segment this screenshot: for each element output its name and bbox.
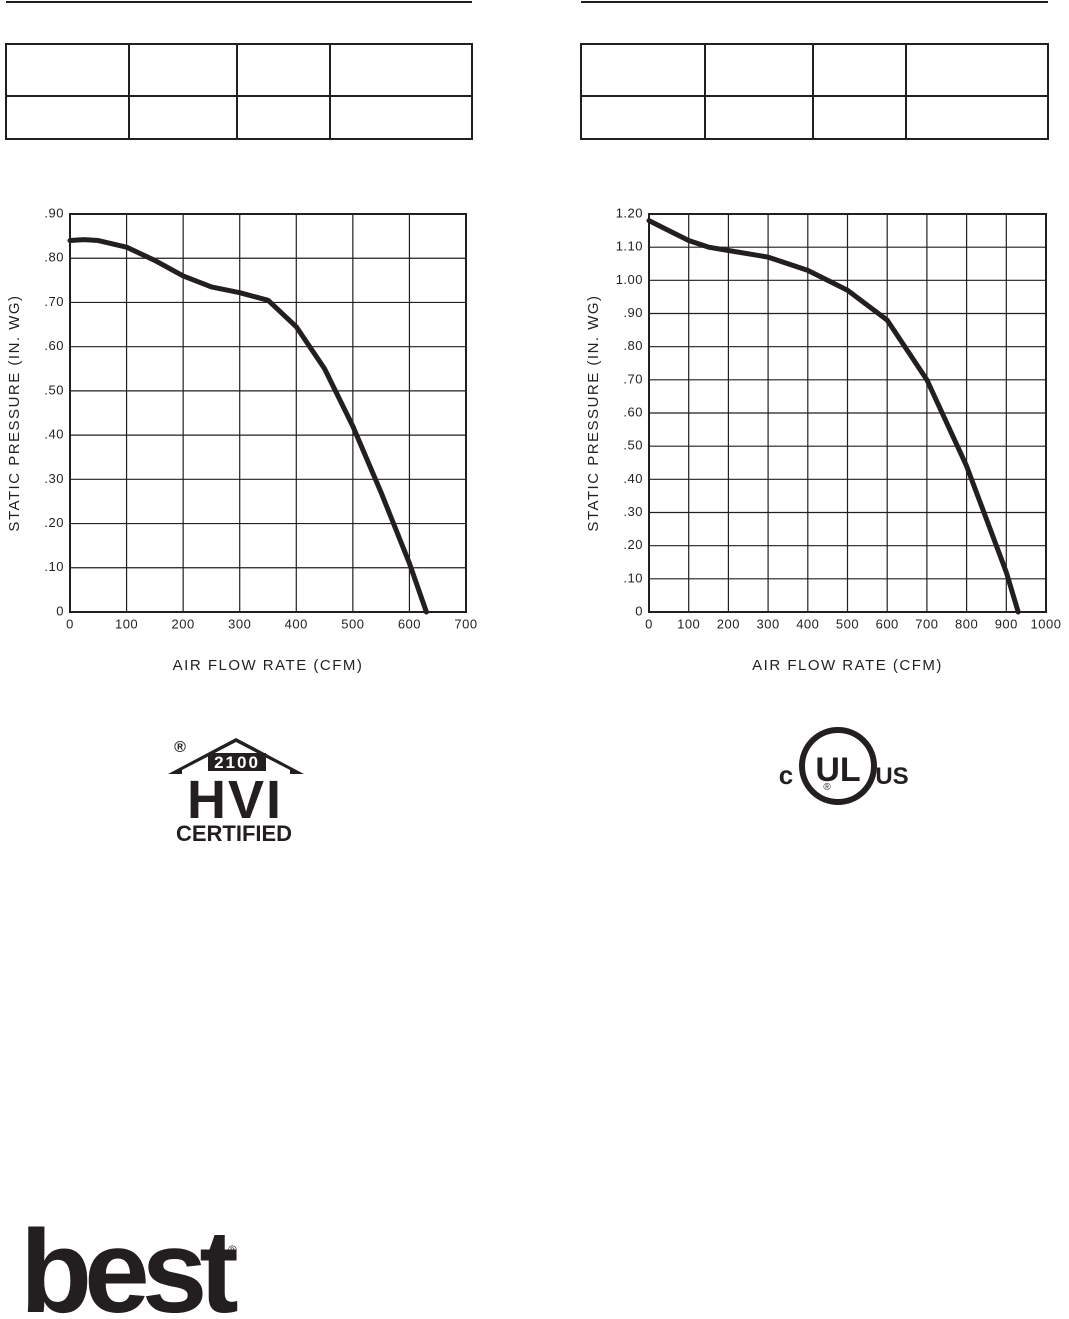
y-tick-label: .40 (623, 471, 643, 486)
x-tick-label: 400 (285, 616, 308, 631)
x-tick-label: 100 (677, 616, 700, 631)
curve (646, 218, 1021, 615)
x-tick-label: 700 (915, 616, 938, 631)
x-tick-label: 200 (717, 616, 740, 631)
x-axis-label: AIR FLOW RATE (CFM) (173, 657, 364, 674)
hvi-name: HVI (187, 770, 283, 830)
x-tick-label: 900 (995, 616, 1018, 631)
y-tick-label: .80 (44, 250, 64, 265)
x-tick-label: 800 (955, 616, 978, 631)
table (5, 43, 473, 140)
x-axis-label: AIR FLOW RATE (CFM) (752, 657, 943, 674)
y-tick-label: .60 (623, 404, 643, 419)
curve (67, 237, 429, 615)
brand-logo: best ® (20, 1206, 245, 1319)
y-tick-label: 0 (635, 603, 643, 618)
y-axis-label: STATIC PRESSURE (IN. WG) (6, 294, 23, 531)
y-tick-label: .90 (623, 305, 643, 320)
hvi-logo: ® 2100 HVI CERTIFIED (168, 738, 304, 846)
x-tick-label: 100 (115, 616, 138, 631)
y-axis-label: STATIC PRESSURE (IN. WG) (585, 294, 602, 531)
y-tick-label: .20 (44, 515, 64, 530)
y-tick-label: .70 (623, 371, 643, 386)
x-tick-label: 1000 (1031, 616, 1062, 631)
y-tick-label: .50 (623, 438, 643, 453)
plot-frame (648, 213, 1047, 613)
x-tick-label: 300 (228, 616, 251, 631)
x-tick-label: 0 (645, 616, 653, 631)
x-tick-label: 300 (756, 616, 779, 631)
ul-mark: UL (815, 751, 860, 789)
table (580, 43, 1049, 140)
y-tick-label: 1.00 (616, 272, 643, 287)
hvi-registered: ® (174, 739, 186, 756)
y-tick-label: 0 (56, 603, 64, 618)
brand-name: best (20, 1206, 237, 1319)
hvi-number: 2100 (214, 753, 260, 772)
ul-registered: ® (823, 782, 831, 793)
y-tick-label: .70 (44, 294, 64, 309)
y-tick-label: .30 (44, 471, 64, 486)
y-tick-label: .10 (623, 570, 643, 585)
x-tick-label: 600 (398, 616, 421, 631)
x-tick-label: 700 (454, 616, 477, 631)
x-tick-label: 0 (66, 616, 74, 631)
y-tick-label: .10 (44, 559, 64, 574)
x-tick-label: 400 (796, 616, 819, 631)
x-tick-label: 200 (172, 616, 195, 631)
y-tick-label: .80 (623, 338, 643, 353)
ul-right: US (875, 763, 908, 790)
plot-frame (69, 213, 467, 613)
y-tick-label: 1.20 (616, 205, 643, 220)
y-tick-label: 1.10 (616, 239, 643, 254)
ul-logo: c UL ® US (779, 727, 909, 805)
x-tick-label: 600 (876, 616, 899, 631)
y-tick-label: .60 (44, 338, 64, 353)
x-tick-label: 500 (341, 616, 364, 631)
x-tick-label: 500 (836, 616, 859, 631)
y-tick-label: .20 (623, 537, 643, 552)
y-tick-label: .90 (44, 205, 64, 220)
hvi-certified: CERTIFIED (176, 821, 292, 846)
y-tick-label: .50 (44, 382, 64, 397)
brand-registered: ® (228, 1243, 237, 1257)
y-tick-label: .30 (623, 504, 643, 519)
y-tick-label: .40 (44, 427, 64, 442)
ul-left: c (779, 760, 793, 790)
